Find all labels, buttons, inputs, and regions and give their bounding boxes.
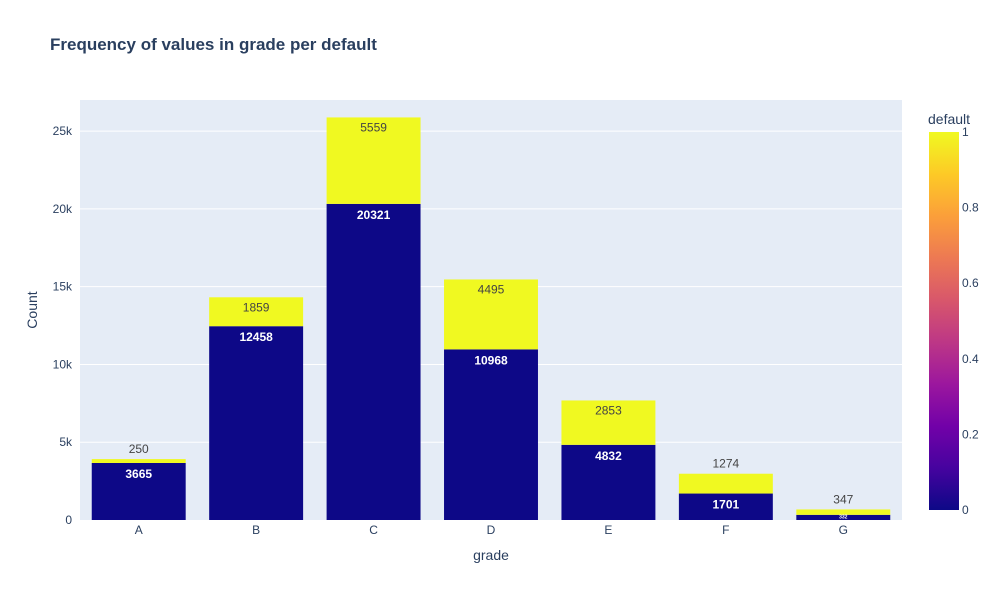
bar-default-1 [678,473,773,494]
colorbar-title: default [928,111,970,127]
colorbar-tick-label: 0.2 [962,427,979,441]
bar-default-0 [561,444,656,520]
bar-label-default-0: 12458 [239,330,273,344]
bar-default-1 [91,459,186,463]
bar-label-default-1: 1859 [243,300,270,314]
chart-title: Frequency of values in grade per default [50,35,377,54]
x-tick-label: D [487,523,496,537]
bar-default-1 [561,400,656,445]
bar-label-default-0: 20321 [357,208,391,222]
bar-label-default-1: 5559 [360,120,387,134]
colorbar-tick-label: 1 [962,125,969,139]
y-tick-label: 15k [53,280,73,294]
colorbar: default 0 0.2 0.4 0.6 0.8 1 [928,111,979,517]
y-tick-label: 25k [53,124,73,138]
bars [91,117,891,520]
y-axis-title: Count [24,291,40,328]
bar-default-1 [326,117,421,204]
bar-label-default-0: 4832 [595,449,622,463]
y-tick-label: 20k [53,202,73,216]
bar-label-default-1: 347 [833,492,853,506]
bar-label-default-0: 3665 [125,467,152,481]
bar-label-default-1: 250 [129,442,149,456]
bar-label-default-1: 1274 [713,457,740,471]
bar-default-1 [209,297,304,327]
bar-label-default-0: 332 [839,515,848,521]
colorbar-tick-label: 0 [962,503,969,517]
x-tick-label: E [604,523,612,537]
bar-default-0 [91,462,186,520]
bar-default-1 [444,279,538,350]
y-tick-label: 5k [59,435,73,449]
bar-default-0 [444,349,538,520]
colorbar-gradient [929,132,959,510]
x-axis: A B C D E F G [135,523,848,537]
colorbar-tick-label: 0.6 [962,276,979,290]
bar-labels: 3665 250 12458 1859 20321 5559 10968 4495 4832 28… [125,120,853,520]
x-tick-label: F [722,523,729,537]
bar-default-0 [796,514,891,520]
bar-label-default-1: 2853 [595,403,622,417]
bar-label-default-1: 4495 [478,282,505,296]
bar-default-0 [678,493,773,520]
bar-label-default-0: 10968 [474,353,508,367]
x-tick-label: B [252,523,260,537]
y-tick-label: 0 [65,513,72,527]
bar-default-0 [326,203,421,520]
colorbar-tick-label: 0.4 [962,352,979,366]
bar-default-1 [796,509,891,515]
y-axis: 0 5k 10k 15k 20k 25k [53,124,73,527]
colorbar-tick-label: 0.8 [962,201,979,215]
bar-label-default-0: 1701 [713,498,740,512]
bar-default-0 [209,326,304,520]
x-tick-label: C [369,523,378,537]
x-tick-label: A [135,523,143,537]
y-tick-label: 10k [53,357,73,371]
x-axis-title: grade [473,547,509,563]
x-tick-label: G [839,523,848,537]
